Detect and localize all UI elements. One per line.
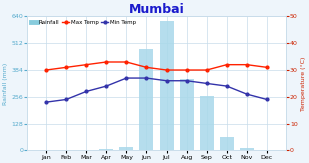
Bar [240,148,254,150]
Bar [99,149,113,150]
Legend: Rainfall, Max Temp, Min Temp: Rainfall, Max Temp, Min Temp [30,19,136,25]
Bar [220,137,234,150]
Y-axis label: Rainfall (mm): Rainfall (mm) [3,62,8,104]
Bar [119,147,133,150]
Bar [200,96,214,150]
Y-axis label: Temperature (°C): Temperature (°C) [301,56,306,111]
Title: Mumbai: Mumbai [129,3,184,16]
Bar [180,79,194,150]
Bar [139,49,154,150]
Bar [159,21,174,150]
